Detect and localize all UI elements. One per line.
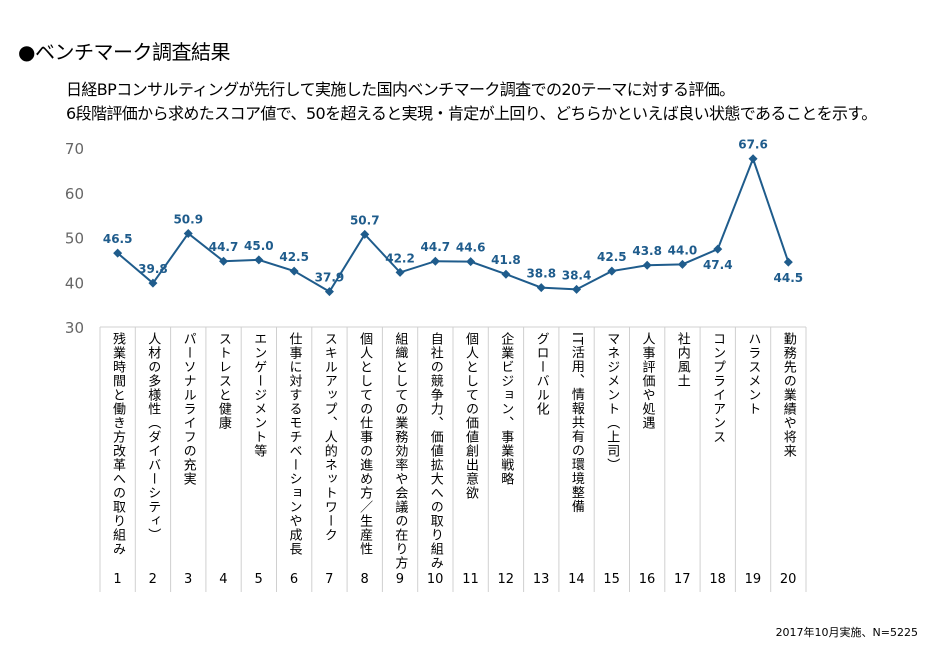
category-label: 人材の多様性（ダイバーシティ） xyxy=(145,332,161,542)
category-number: 8 xyxy=(360,572,369,587)
category-number: 10 xyxy=(426,572,444,587)
data-point-marker xyxy=(501,269,511,279)
data-point-marker xyxy=(289,266,299,276)
data-point-marker xyxy=(642,260,652,270)
data-label: 44.6 xyxy=(456,241,486,255)
data-label: 44.7 xyxy=(421,240,451,254)
data-point-marker xyxy=(572,284,582,294)
data-label: 42.5 xyxy=(597,250,627,264)
category-label: 自社の競争力、価値拡大への取り組み xyxy=(427,332,443,570)
page-title: ●ベンチマーク調査結果 xyxy=(18,40,230,64)
data-label: 67.6 xyxy=(738,138,768,152)
category-label: 勤務先の業績や将来 xyxy=(780,332,796,458)
category-label: コンプライアンス xyxy=(710,332,726,444)
data-label: 43.8 xyxy=(632,244,662,258)
data-point-marker xyxy=(466,257,476,267)
category-number: 2 xyxy=(148,572,157,587)
data-label: 44.0 xyxy=(668,243,698,257)
category-number: 12 xyxy=(497,572,515,587)
category-label: ストレスと健康 xyxy=(215,332,231,430)
category-number: 5 xyxy=(254,572,263,587)
data-label: 45.0 xyxy=(244,239,274,253)
survey-note: 2017年10月実施、N=5225 xyxy=(775,626,918,639)
data-point-marker xyxy=(677,259,687,269)
category-label: 社内風土 xyxy=(674,332,690,388)
data-point-marker xyxy=(395,267,405,277)
data-point-marker xyxy=(713,244,723,254)
category-label: グローバル化 xyxy=(533,332,549,416)
data-point-marker xyxy=(183,228,193,238)
data-label: 41.8 xyxy=(491,253,521,267)
data-line xyxy=(117,155,790,294)
data-point-marker xyxy=(113,248,123,258)
category-number: 13 xyxy=(532,572,550,587)
y-tick-label: 30 xyxy=(65,319,84,337)
y-tick-label: 40 xyxy=(65,274,84,292)
category-number: 7 xyxy=(325,572,334,587)
data-label: 39.8 xyxy=(138,262,168,276)
category-number: 9 xyxy=(395,572,405,587)
category-number: 19 xyxy=(744,572,762,587)
category-number: 18 xyxy=(709,572,726,587)
category-number: 17 xyxy=(674,572,691,587)
category-number: 20 xyxy=(779,572,797,587)
category-number: 1 xyxy=(113,572,122,587)
data-point-marker xyxy=(360,229,370,239)
data-label: 38.4 xyxy=(562,268,592,282)
category-number: 6 xyxy=(289,572,299,587)
data-point-marker xyxy=(783,257,793,267)
category-label: 個人としての価値創出意欲 xyxy=(463,332,478,500)
data-label: 44.7 xyxy=(209,240,239,254)
data-label: 46.5 xyxy=(103,232,133,246)
data-label: 38.8 xyxy=(526,267,556,281)
category-label: 組織としての業務効率や会議の在り方 xyxy=(392,332,408,570)
data-point-marker xyxy=(219,256,229,266)
category-label: マネジメント（上司） xyxy=(604,332,620,472)
data-point-marker xyxy=(148,278,158,288)
category-label: 企業ビジョン、事業戦略 xyxy=(498,332,514,486)
category-number: 3 xyxy=(183,572,193,587)
category-label: ハラスメント xyxy=(745,332,761,416)
category-number: 15 xyxy=(603,572,620,587)
category-number: 16 xyxy=(638,572,656,587)
data-label: 50.9 xyxy=(173,212,203,226)
data-label: 47.4 xyxy=(703,258,733,272)
category-label: 人事評価や処遇 xyxy=(639,332,655,430)
category-label: 残業時間と働き方改革への取り組み xyxy=(110,332,125,556)
data-point-marker xyxy=(324,287,334,297)
category-label: 個人としての仕事の進め方／生産性 xyxy=(357,332,373,556)
data-label: 44.5 xyxy=(774,271,804,285)
y-tick-label: 70 xyxy=(65,140,84,158)
description-line-2: 6段階評価から求めたスコア値で、50を超えると実現・肯定が上回り、どちらかといえ… xyxy=(66,104,877,123)
category-number: 14 xyxy=(568,572,585,587)
data-label: 42.5 xyxy=(279,250,309,264)
y-tick-label: 50 xyxy=(65,230,84,248)
category-label: スキルアップ、人的ネットワーク xyxy=(321,332,337,542)
data-point-marker xyxy=(748,154,758,164)
category-label: IT活用、情報共有の環境整備 xyxy=(568,332,584,514)
category-number: 11 xyxy=(462,572,479,587)
data-label: 42.2 xyxy=(385,251,415,265)
data-point-marker xyxy=(607,266,617,276)
data-label: 50.7 xyxy=(350,213,380,227)
y-tick-label: 60 xyxy=(65,185,84,203)
category-label: 仕事に対するモチベーションや成長 xyxy=(286,332,302,556)
category-label: パーソナルライフの充実 xyxy=(180,332,196,486)
data-point-marker xyxy=(536,283,546,293)
category-label: エンゲージメント等 xyxy=(251,332,267,458)
data-point-marker xyxy=(430,256,440,266)
data-label: 37.9 xyxy=(315,271,345,285)
description-line-1: 日経BPコンサルティングが先行して実施した国内ベンチマーク調査での20テーマに対… xyxy=(66,80,735,99)
category-number: 4 xyxy=(219,572,228,587)
data-point-marker xyxy=(254,255,264,265)
